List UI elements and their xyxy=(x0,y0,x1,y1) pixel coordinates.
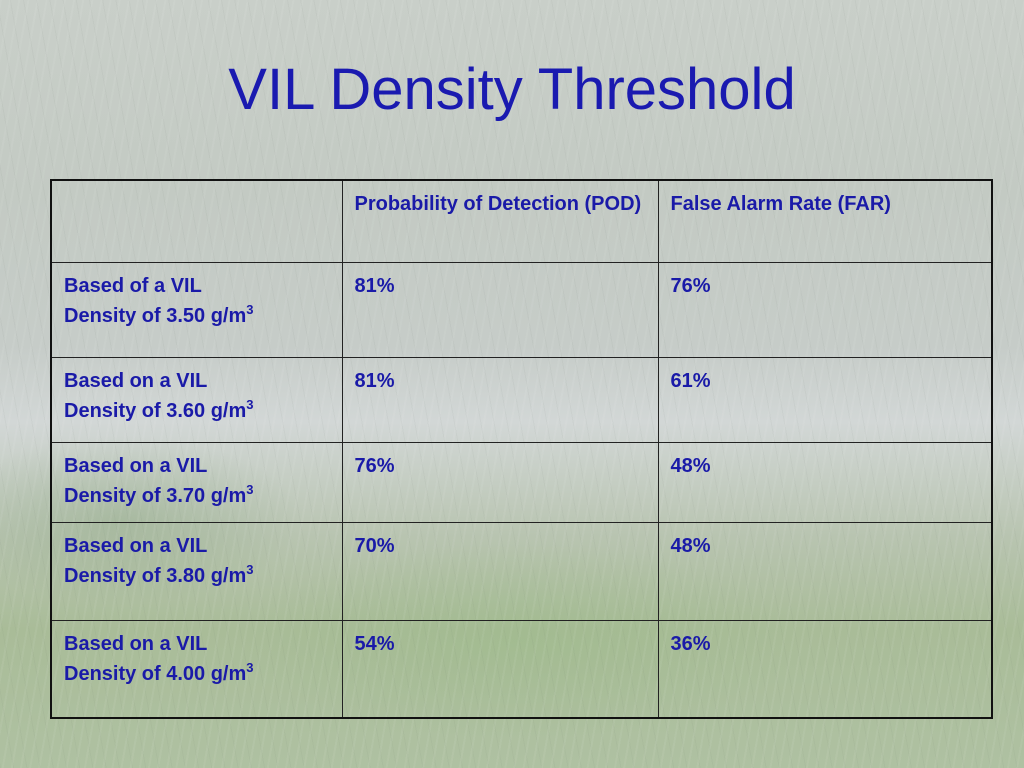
far-cell: 48% xyxy=(657,441,993,523)
unit-superscript: 3 xyxy=(246,481,254,497)
table-header-row: Probability of Detection (POD) False Ala… xyxy=(50,179,993,263)
unit-superscript: 3 xyxy=(246,561,254,577)
row-label-cell: Based on a VIL Density of 3.70 g/m3 xyxy=(50,441,343,523)
row-label-cell: Based on a VIL Density of 3.60 g/m3 xyxy=(50,356,343,443)
row-label-line1: Based on a VIL xyxy=(64,454,208,477)
pod-cell: 81% xyxy=(341,356,659,443)
header-cell-pod: Probability of Detection (POD) xyxy=(341,179,659,263)
far-cell: 61% xyxy=(657,356,993,443)
row-label-line1: Based on a VIL xyxy=(64,369,208,392)
table-row: Based on a VIL Density of 3.70 g/m3 76% … xyxy=(50,441,993,523)
header-cell-empty xyxy=(50,179,343,263)
row-label-line2: Density of 3.70 g/m3 xyxy=(64,481,254,507)
row-label-cell: Based on a VIL Density of 4.00 g/m3 xyxy=(50,619,343,719)
far-cell: 48% xyxy=(657,521,993,621)
row-label-cell: Based of a VIL Density of 3.50 g/m3 xyxy=(50,261,343,358)
far-cell: 76% xyxy=(657,261,993,358)
table-row: Based of a VIL Density of 3.50 g/m3 81% … xyxy=(50,261,993,358)
pod-cell: 81% xyxy=(341,261,659,358)
row-label-line2: Density of 3.50 g/m3 xyxy=(64,301,254,327)
table-row: Based on a VIL Density of 4.00 g/m3 54% … xyxy=(50,619,993,719)
slide-title: VIL Density Threshold xyxy=(228,57,796,122)
pod-cell: 76% xyxy=(341,441,659,523)
row-label-line2: Density of 4.00 g/m3 xyxy=(64,659,254,685)
row-label-line2: Density of 3.60 g/m3 xyxy=(64,396,254,422)
table-row: Based on a VIL Density of 3.80 g/m3 70% … xyxy=(50,521,993,621)
pod-cell: 70% xyxy=(341,521,659,621)
header-cell-far: False Alarm Rate (FAR) xyxy=(657,179,993,263)
row-label-line1: Based on a VIL xyxy=(64,632,208,655)
far-cell: 36% xyxy=(657,619,993,719)
unit-superscript: 3 xyxy=(246,301,254,317)
pod-cell: 54% xyxy=(341,619,659,719)
table-row: Based on a VIL Density of 3.60 g/m3 81% … xyxy=(50,356,993,443)
row-label-line1: Based on a VIL xyxy=(64,534,208,557)
vil-density-table: Probability of Detection (POD) False Ala… xyxy=(50,179,993,719)
unit-superscript: 3 xyxy=(246,659,254,675)
row-label-line1: Based of a VIL xyxy=(64,274,202,297)
unit-superscript: 3 xyxy=(246,396,254,412)
row-label-line2: Density of 3.80 g/m3 xyxy=(64,561,254,587)
row-label-cell: Based on a VIL Density of 3.80 g/m3 xyxy=(50,521,343,621)
